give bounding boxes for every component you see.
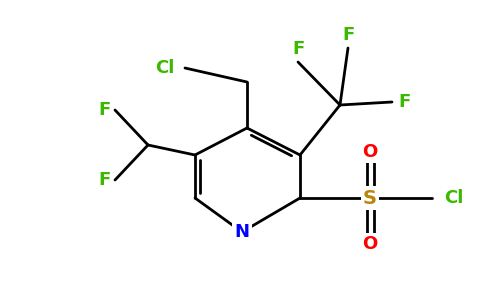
Text: F: F <box>398 93 410 111</box>
Text: F: F <box>99 101 111 119</box>
Text: O: O <box>363 235 378 253</box>
Text: S: S <box>363 188 377 208</box>
Text: Cl: Cl <box>156 59 175 77</box>
Text: F: F <box>99 171 111 189</box>
Text: O: O <box>363 143 378 161</box>
Text: F: F <box>292 40 304 58</box>
Text: Cl: Cl <box>444 189 463 207</box>
Text: N: N <box>235 223 249 241</box>
Text: F: F <box>342 26 354 44</box>
